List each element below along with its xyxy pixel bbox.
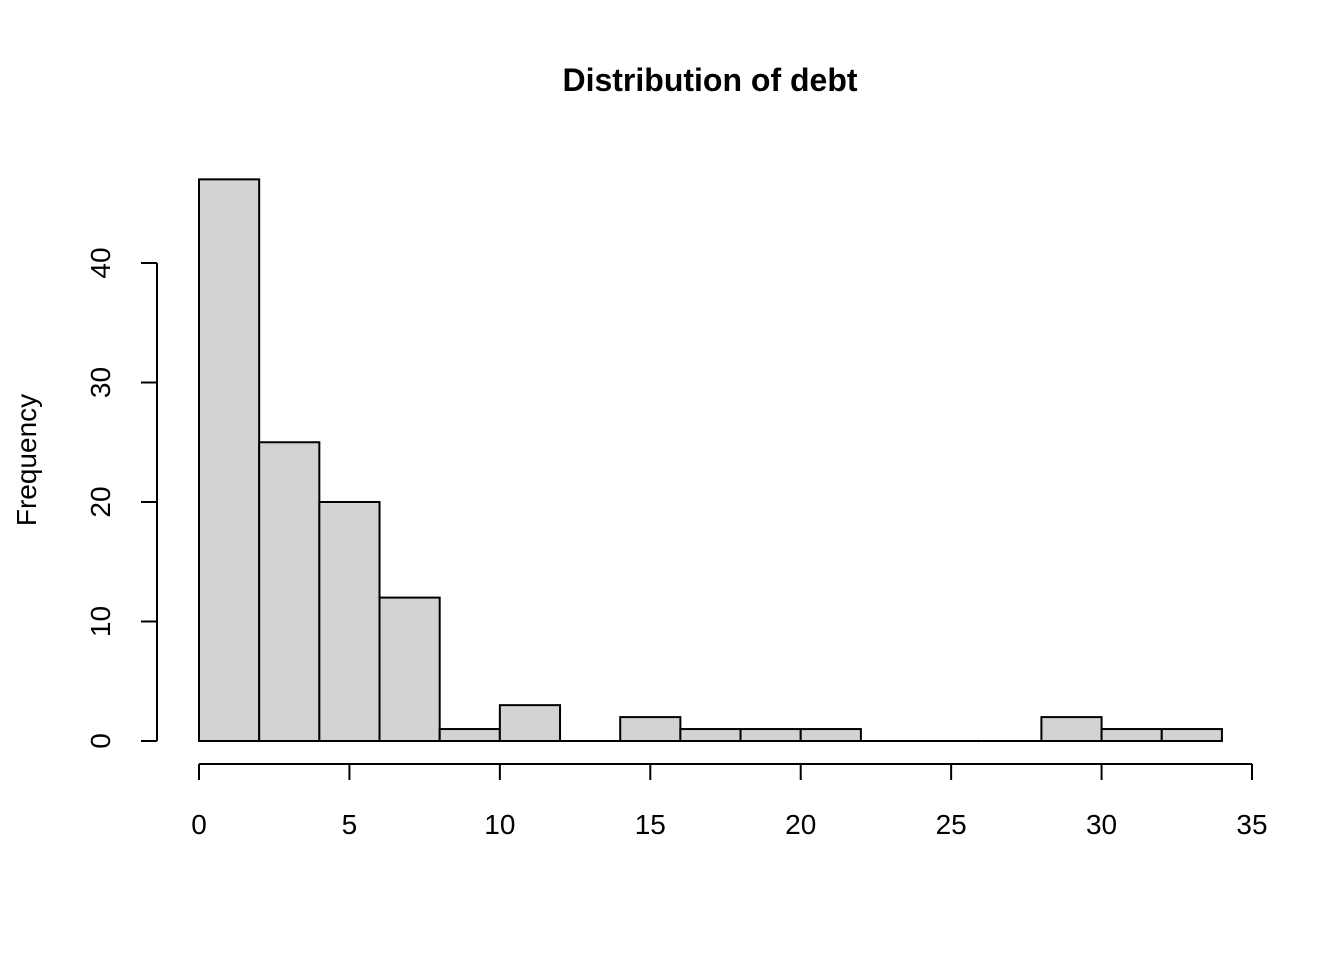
x-axis: 0 5 10 15 20 25 30 35: [191, 763, 1268, 840]
y-axis-label: Frequency: [11, 394, 42, 526]
histogram-bar: [1160, 728, 1223, 742]
y-tick-label: 40: [85, 247, 116, 278]
histogram-bar: [619, 716, 682, 742]
y-tick-label: 10: [85, 606, 116, 637]
y-tick-label: 20: [85, 486, 116, 517]
histogram-bar: [739, 728, 802, 742]
y-tick-label: 0: [85, 733, 116, 749]
histogram-bar: [679, 728, 742, 742]
x-tick-label: 25: [936, 809, 967, 840]
chart-title: Distribution of debt: [562, 62, 857, 98]
y-axis: 0 10 20 30 40: [85, 247, 158, 749]
histogram-bar: [1040, 716, 1103, 742]
bars-group: [198, 178, 1223, 743]
x-tick-label: 30: [1086, 809, 1117, 840]
histogram-bar: [258, 441, 321, 742]
histogram-bar: [378, 596, 441, 742]
x-tick-label: 5: [342, 809, 358, 840]
histogram-bar: [438, 728, 501, 742]
x-tick-label: 15: [635, 809, 666, 840]
histogram-bar: [799, 728, 862, 742]
x-tick-label: 0: [191, 809, 207, 840]
y-tick-label: 30: [85, 367, 116, 398]
histogram-bar: [198, 178, 261, 743]
x-tick-label: 20: [785, 809, 816, 840]
x-tick-label: 35: [1236, 809, 1267, 840]
histogram-bar: [498, 704, 562, 743]
histogram-bar: [1100, 728, 1163, 742]
histogram-bar: [318, 501, 381, 742]
x-tick-label: 10: [484, 809, 515, 840]
